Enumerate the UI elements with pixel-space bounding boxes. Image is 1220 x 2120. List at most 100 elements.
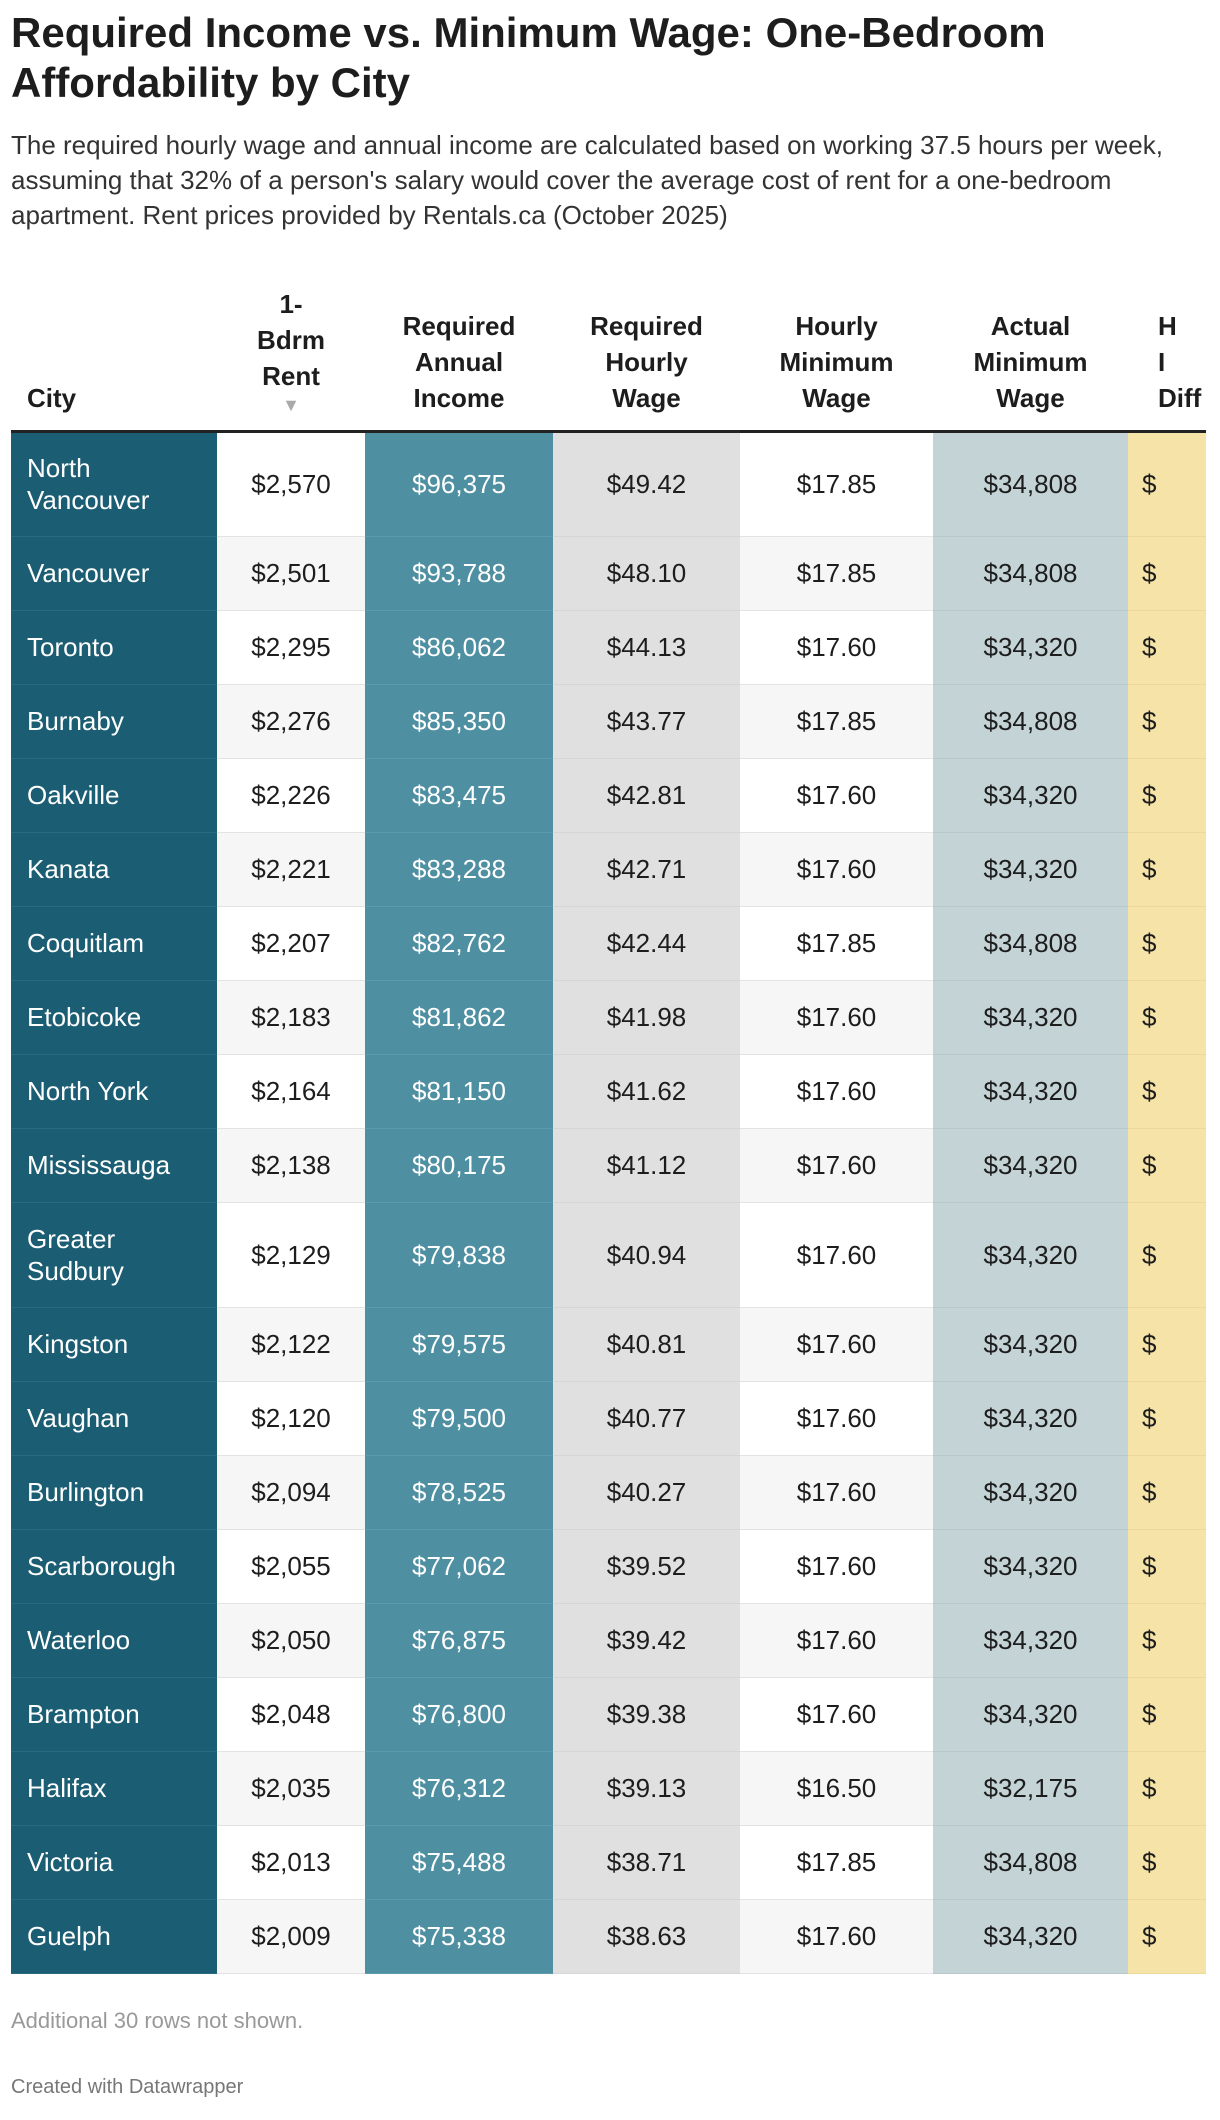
- value-cell: $96,375: [365, 431, 553, 537]
- header-row: City 1- Bdrm Rent ▼ Required Annual Income R…: [11, 283, 1206, 433]
- column-header[interactable]: Required Hourly Wage: [553, 283, 740, 433]
- value-cell: $17.60: [740, 832, 933, 907]
- value-cell: $34,808: [933, 906, 1128, 981]
- table-row: Vaughan $2,120 $79,500 $40.77 $17.60 $34,320 $: [11, 1381, 1206, 1456]
- value-cell: $: [1128, 1202, 1206, 1308]
- value-cell: $79,575: [365, 1307, 553, 1382]
- value-cell: $17.85: [740, 536, 933, 611]
- value-cell: $85,350: [365, 684, 553, 759]
- value-cell: $2,570: [217, 431, 365, 537]
- city-cell: Burnaby: [11, 684, 217, 759]
- column-header[interactable]: Required Annual Income: [365, 283, 553, 433]
- value-cell: $38.63: [553, 1899, 740, 1974]
- value-cell: $: [1128, 1603, 1206, 1678]
- sort-arrow: ▼: [282, 394, 300, 415]
- city-cell: Scarborough: [11, 1529, 217, 1604]
- city-cell: Vaughan: [11, 1381, 217, 1456]
- table-row: Oakville $2,226 $83,475 $42.81 $17.60 $34,320…: [11, 758, 1206, 833]
- value-cell: $34,808: [933, 1825, 1128, 1900]
- value-cell: $44.13: [553, 610, 740, 685]
- value-cell: $2,050: [217, 1603, 365, 1678]
- value-cell: $34,320: [933, 1455, 1128, 1530]
- city-cell: Brampton: [11, 1677, 217, 1752]
- value-cell: $78,525: [365, 1455, 553, 1530]
- column-header[interactable]: H I Diff: [1128, 283, 1206, 433]
- value-cell: $17.60: [740, 1307, 933, 1382]
- value-cell: $: [1128, 1307, 1206, 1382]
- value-cell: $34,320: [933, 1899, 1128, 1974]
- city-cell: Mississauga: [11, 1128, 217, 1203]
- value-cell: $: [1128, 832, 1206, 907]
- value-cell: $17.60: [740, 1677, 933, 1752]
- value-cell: $16.50: [740, 1751, 933, 1826]
- table-row: Vancouver $2,501 $93,788 $48.10 $17.85 $34,80…: [11, 536, 1206, 611]
- value-cell: $34,320: [933, 1202, 1128, 1308]
- value-cell: $42.44: [553, 906, 740, 981]
- value-cell: $42.71: [553, 832, 740, 907]
- value-cell: $17.60: [740, 1054, 933, 1129]
- title: Required Income vs. Minimum Wage: One-Be…: [11, 9, 1046, 106]
- value-cell: $2,207: [217, 906, 365, 981]
- value-cell: $41.62: [553, 1054, 740, 1129]
- value-cell: $17.60: [740, 758, 933, 833]
- value-cell: $2,094: [217, 1455, 365, 1530]
- value-cell: $: [1128, 1455, 1206, 1530]
- description: The required hourly wage and annual inco…: [11, 130, 1163, 230]
- table-row: Coquitlam $2,207 $82,762 $42.44 $17.85 $34,80…: [11, 906, 1206, 981]
- value-cell: $2,048: [217, 1677, 365, 1752]
- value-cell: $2,129: [217, 1202, 365, 1308]
- value-cell: $17.60: [740, 1899, 933, 1974]
- value-cell: $17.85: [740, 431, 933, 537]
- value-cell: $39.52: [553, 1529, 740, 1604]
- table-row: Etobicoke $2,183 $81,862 $41.98 $17.60 $34,32…: [11, 980, 1206, 1055]
- city-cell: Greater Sudbury: [11, 1202, 217, 1308]
- city-cell: Guelph: [11, 1899, 217, 1974]
- value-cell: $77,062: [365, 1529, 553, 1604]
- value-cell: $: [1128, 1054, 1206, 1129]
- value-cell: $80,175: [365, 1128, 553, 1203]
- table-row: Scarborough $2,055 $77,062 $39.52 $17.60 $34,…: [11, 1529, 1206, 1604]
- column-header[interactable]: City: [11, 283, 217, 433]
- table-wrap: City 1- Bdrm Rent ▼ Required Annual Income R…: [11, 283, 1206, 1974]
- city-cell: Waterloo: [11, 1603, 217, 1678]
- value-cell: $2,122: [217, 1307, 365, 1382]
- value-cell: $: [1128, 758, 1206, 833]
- value-cell: $76,875: [365, 1603, 553, 1678]
- value-cell: $: [1128, 1381, 1206, 1456]
- value-cell: $2,226: [217, 758, 365, 833]
- column-header[interactable]: Hourly Minimum Wage: [740, 283, 933, 433]
- value-cell: $17.85: [740, 1825, 933, 1900]
- value-cell: $17.60: [740, 1455, 933, 1530]
- value-cell: $39.42: [553, 1603, 740, 1678]
- value-cell: $34,320: [933, 832, 1128, 907]
- value-cell: $: [1128, 980, 1206, 1055]
- table-row: Mississauga $2,138 $80,175 $41.12 $17.60 $34,…: [11, 1128, 1206, 1203]
- table-row: Greater Sudbury $2,129 $79,838 $40.94 $17.60…: [11, 1202, 1206, 1308]
- value-cell: $34,320: [933, 610, 1128, 685]
- value-cell: $17.60: [740, 980, 933, 1055]
- value-cell: $34,320: [933, 1307, 1128, 1382]
- value-cell: $40.94: [553, 1202, 740, 1308]
- value-cell: $83,288: [365, 832, 553, 907]
- column-header[interactable]: 1- Bdrm Rent ▼: [217, 283, 365, 433]
- value-cell: $41.12: [553, 1128, 740, 1203]
- city-cell: Kingston: [11, 1307, 217, 1382]
- value-cell: $34,320: [933, 980, 1128, 1055]
- table-row: Burlington $2,094 $78,525 $40.27 $17.60 $34,3…: [11, 1455, 1206, 1530]
- value-cell: $2,138: [217, 1128, 365, 1203]
- value-cell: $: [1128, 1677, 1206, 1752]
- table-row: Guelph $2,009 $75,338 $38.63 $17.60 $34,320 $: [11, 1899, 1206, 1974]
- value-cell: $40.77: [553, 1381, 740, 1456]
- value-cell: $79,838: [365, 1202, 553, 1308]
- value-cell: $17.60: [740, 1128, 933, 1203]
- city-cell: Etobicoke: [11, 980, 217, 1055]
- value-cell: $: [1128, 684, 1206, 759]
- value-cell: $: [1128, 431, 1206, 537]
- value-cell: $75,488: [365, 1825, 553, 1900]
- city-cell: Toronto: [11, 610, 217, 685]
- footnote: Additional 30 rows not shown.: [11, 2008, 304, 2033]
- table-row: North York $2,164 $81,150 $41.62 $17.60 $34,3…: [11, 1054, 1206, 1129]
- column-header[interactable]: Actual Minimum Wage: [933, 283, 1128, 433]
- value-cell: $2,501: [217, 536, 365, 611]
